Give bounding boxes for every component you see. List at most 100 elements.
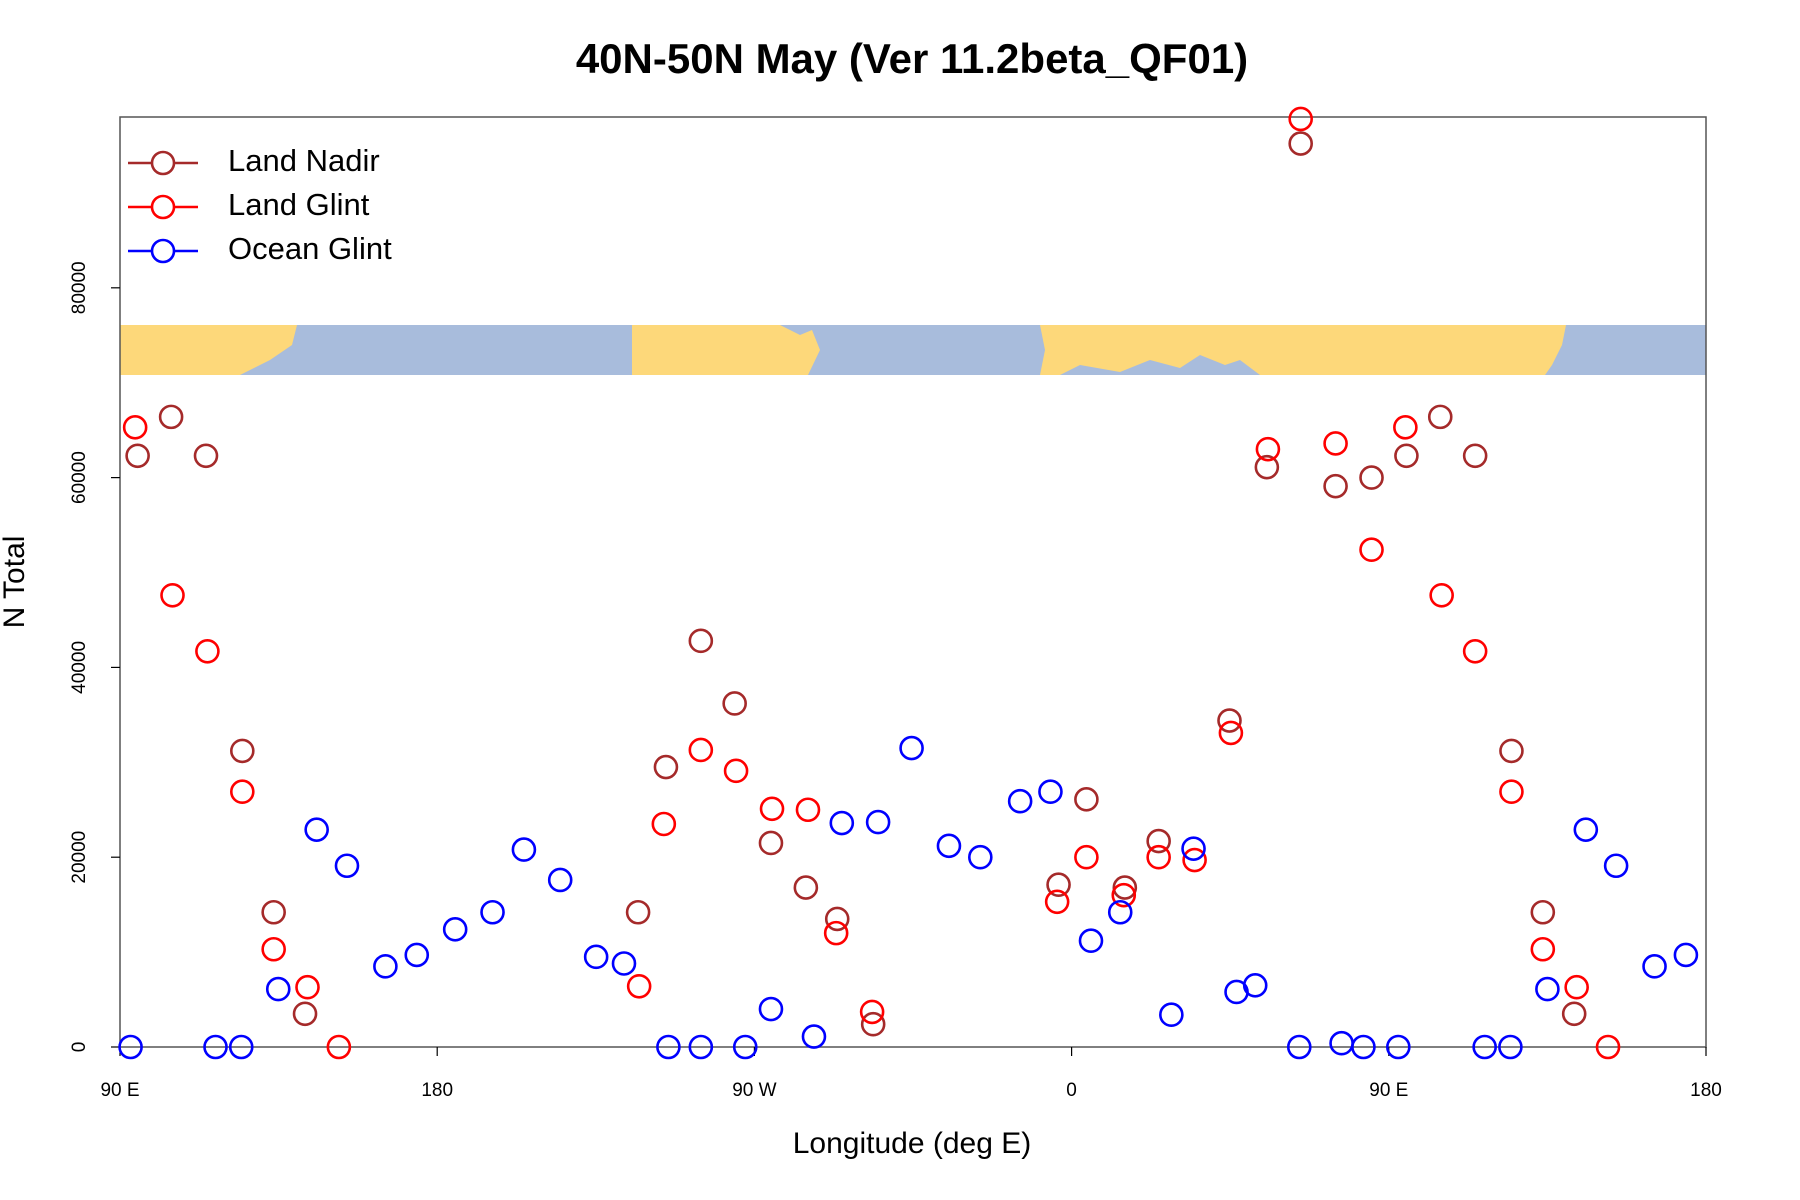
point — [1498, 1034, 1523, 1060]
point — [1112, 875, 1138, 900]
y-tick-label: 60000 — [69, 451, 90, 504]
chart-title: 40N-50N May (Ver 11.2beta_QF01) — [576, 35, 1248, 82]
point — [118, 1034, 143, 1060]
point — [511, 837, 537, 862]
point — [758, 830, 784, 856]
point — [1673, 942, 1699, 968]
point — [611, 951, 637, 976]
point — [1359, 465, 1384, 490]
point — [1359, 537, 1384, 563]
point — [1044, 889, 1070, 915]
point — [625, 899, 651, 925]
point — [865, 809, 891, 835]
x-tick-label: 90 W — [732, 1080, 776, 1101]
point — [1573, 817, 1599, 842]
point — [1074, 787, 1099, 812]
point — [373, 954, 398, 979]
point — [1111, 882, 1137, 908]
point — [125, 443, 150, 469]
point — [265, 976, 291, 1002]
point — [229, 738, 255, 764]
point — [795, 797, 821, 823]
point — [1181, 836, 1206, 861]
point — [1288, 106, 1313, 132]
point — [292, 1001, 318, 1027]
map-strip — [120, 325, 1706, 375]
point — [1323, 473, 1348, 499]
point — [1007, 788, 1033, 814]
point — [547, 867, 573, 893]
x-tick-label: 90 E — [1369, 1080, 1408, 1101]
point — [1146, 844, 1171, 870]
point — [1393, 415, 1418, 440]
y-tick-label: 20000 — [69, 831, 90, 884]
point — [688, 737, 714, 763]
point — [801, 1024, 827, 1049]
point — [1394, 443, 1419, 469]
legend-label: Ocean Glint — [228, 231, 392, 266]
point — [1218, 720, 1244, 746]
point — [1386, 1034, 1411, 1060]
point — [1535, 976, 1560, 1002]
point — [203, 1034, 228, 1060]
legend-marker — [150, 150, 176, 176]
y-tick-label: 40000 — [69, 641, 90, 694]
point — [722, 691, 747, 716]
legend-label: Land Glint — [228, 187, 370, 222]
point — [859, 999, 885, 1025]
x-tick-label: 0 — [1066, 1080, 1077, 1101]
point — [732, 1034, 758, 1060]
point — [1499, 779, 1524, 805]
point — [304, 817, 329, 842]
y-tick-label: 0 — [69, 1042, 90, 1053]
point — [1329, 1030, 1354, 1056]
x-tick-label: 90 E — [100, 1080, 139, 1101]
point — [688, 628, 714, 654]
point — [1429, 582, 1454, 608]
point — [261, 936, 286, 962]
point — [1255, 436, 1281, 462]
point — [1351, 1034, 1376, 1060]
point — [653, 754, 679, 780]
point — [1182, 847, 1207, 873]
point — [626, 973, 652, 999]
point — [1561, 1001, 1587, 1027]
point — [1107, 899, 1133, 925]
point — [1074, 844, 1099, 870]
point — [824, 906, 850, 932]
y-tick-label: 80000 — [69, 261, 90, 314]
point — [656, 1034, 681, 1060]
point — [1462, 443, 1488, 469]
point — [1242, 973, 1268, 998]
plot-frame — [119, 116, 1707, 1048]
point — [936, 833, 962, 859]
point — [1286, 1034, 1312, 1060]
point — [1472, 1034, 1497, 1060]
point — [1462, 638, 1488, 664]
x-tick-label: 180 — [1690, 1080, 1722, 1101]
point — [195, 638, 220, 664]
point — [1159, 1002, 1184, 1028]
point — [1217, 708, 1242, 733]
point — [1530, 899, 1556, 925]
legend-marker — [150, 238, 176, 264]
point — [1642, 954, 1667, 979]
point — [759, 796, 785, 822]
point — [823, 920, 849, 946]
point — [899, 735, 924, 761]
point — [1595, 1034, 1621, 1060]
point — [1288, 131, 1313, 156]
point — [193, 443, 219, 469]
point — [442, 917, 468, 942]
x-axis-label: Longitude (deg E) — [793, 1127, 1032, 1160]
point — [1038, 779, 1063, 805]
point — [723, 758, 749, 784]
point — [122, 415, 148, 440]
point — [968, 844, 993, 870]
point — [688, 1034, 714, 1060]
point — [1603, 853, 1629, 879]
point — [1564, 974, 1589, 1000]
point — [158, 404, 184, 430]
point — [1146, 828, 1171, 854]
